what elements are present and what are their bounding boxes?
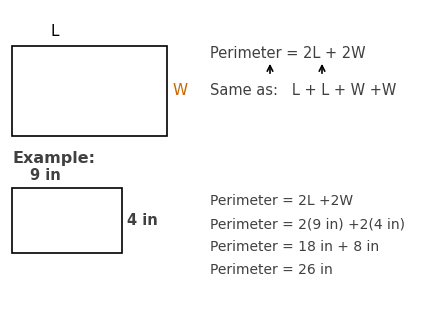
Text: Perimeter = 2(9 in) +2(4 in): Perimeter = 2(9 in) +2(4 in)	[210, 217, 405, 231]
Text: Perimeter = 18 in + 8 in: Perimeter = 18 in + 8 in	[210, 240, 379, 254]
Text: L: L	[51, 24, 59, 39]
Bar	[12, 188, 122, 253]
Text: W: W	[172, 83, 187, 99]
Text: Perimeter = 2L + 2W: Perimeter = 2L + 2W	[210, 45, 366, 61]
Text: 9 in: 9 in	[29, 168, 60, 183]
Text: 4 in: 4 in	[127, 213, 158, 228]
Text: Perimeter = 26 in: Perimeter = 26 in	[210, 263, 333, 277]
Text: Example:: Example:	[12, 151, 95, 166]
Bar	[12, 46, 167, 136]
Text: Perimeter = 2L +2W: Perimeter = 2L +2W	[210, 194, 353, 208]
Text: Same as:   L + L + W +W: Same as: L + L + W +W	[210, 83, 396, 99]
